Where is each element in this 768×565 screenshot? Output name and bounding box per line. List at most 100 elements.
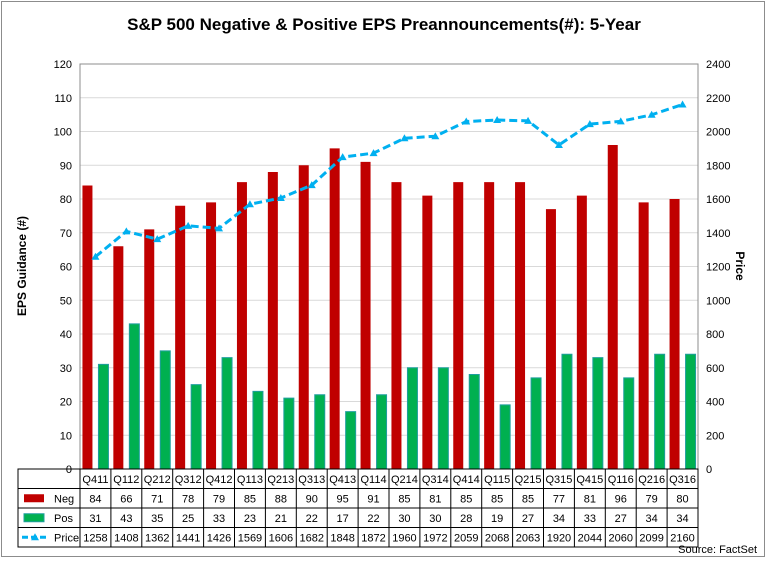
- x-tick-label: Q116: [608, 474, 634, 486]
- table-cell-value: 79: [646, 493, 658, 505]
- price-marker: [585, 120, 594, 128]
- table-cell-value: 1258: [83, 532, 107, 544]
- bar-neg: [515, 182, 526, 469]
- table-cell-value: 95: [337, 493, 349, 505]
- table-cell-value: 80: [676, 493, 688, 505]
- bar-neg: [453, 182, 464, 469]
- y-tick-label: 90: [60, 160, 72, 172]
- y-tick-label: 0: [66, 464, 72, 476]
- y-tick-label: 110: [54, 93, 72, 105]
- table-cell-value: 1972: [423, 532, 447, 544]
- table-cell-value: 66: [120, 493, 132, 505]
- price-marker: [524, 116, 533, 124]
- table-cell-value: 84: [89, 493, 101, 505]
- table-cell-value: 1872: [361, 532, 385, 544]
- y2-tick-label: 1800: [706, 160, 730, 172]
- table-cell-value: 2059: [454, 532, 478, 544]
- price-marker: [431, 132, 440, 140]
- table-cell-value: 2160: [670, 532, 694, 544]
- table-cell-value: 79: [213, 493, 225, 505]
- table-cell-value: 2060: [609, 532, 633, 544]
- bar-neg: [607, 145, 618, 469]
- price-marker: [462, 117, 471, 125]
- legend-key: [23, 513, 45, 523]
- x-tick-label: Q214: [391, 474, 418, 486]
- bar-neg: [82, 185, 93, 469]
- y-tick-label: 30: [60, 363, 72, 375]
- table-cell-value: 33: [213, 513, 225, 525]
- table-cell-value: 1848: [330, 532, 354, 544]
- bar-pos: [283, 397, 295, 470]
- y2-tick-label: 1600: [706, 194, 730, 206]
- table-cell-value: 33: [584, 513, 596, 525]
- bar-neg: [391, 182, 402, 469]
- bar-neg: [545, 209, 556, 469]
- bar-neg: [175, 205, 186, 469]
- table-cell-value: 30: [429, 513, 441, 525]
- y2-tick-label: 600: [706, 363, 724, 375]
- x-tick-label: Q316: [669, 474, 696, 486]
- bar-pos: [623, 377, 635, 470]
- price-marker: [338, 153, 347, 161]
- price-marker: [245, 200, 254, 208]
- bar-neg: [422, 195, 433, 469]
- price-marker: [369, 149, 378, 157]
- table-cell-value: 25: [182, 513, 194, 525]
- bar-pos: [499, 404, 511, 470]
- price-marker: [647, 110, 656, 118]
- bar-pos: [592, 357, 604, 470]
- price-marker: [307, 181, 316, 189]
- table-cell-value: 43: [120, 513, 132, 525]
- table-cell-value: 1682: [300, 532, 324, 544]
- bar-neg: [298, 165, 309, 469]
- table-cell-value: 23: [244, 513, 256, 525]
- table-cell-value: 85: [244, 493, 256, 505]
- table-cell-value: 27: [615, 513, 627, 525]
- table-cell-value: 1408: [114, 532, 138, 544]
- table-cell-value: 88: [275, 493, 287, 505]
- y-axis-label: EPS Guidance (#): [15, 216, 29, 316]
- legend-label: Price: [54, 532, 79, 544]
- price-marker: [122, 227, 131, 235]
- bar-pos: [345, 411, 357, 470]
- price-marker: [400, 134, 409, 142]
- y2-tick-label: 200: [706, 430, 724, 442]
- table-cell-value: 78: [182, 493, 194, 505]
- table-cell-value: 96: [615, 493, 627, 505]
- legend-label: Neg: [54, 493, 74, 505]
- price-marker: [215, 224, 224, 232]
- y2-tick-label: 2200: [706, 93, 730, 105]
- table-cell-value: 2044: [578, 532, 602, 544]
- table-cell-value: 21: [275, 513, 287, 525]
- bar-pos: [128, 323, 140, 470]
- bar-pos: [376, 394, 388, 470]
- table-cell-value: 1920: [547, 532, 571, 544]
- y-tick-label: 50: [60, 295, 72, 307]
- bar-neg: [360, 161, 371, 469]
- bar-pos: [468, 374, 480, 470]
- bar-pos: [654, 353, 666, 470]
- table-cell-value: 22: [306, 513, 318, 525]
- bar-neg: [576, 195, 587, 469]
- x-tick-label: Q114: [361, 474, 387, 486]
- y-tick-label: 70: [60, 228, 72, 240]
- bar-pos: [159, 350, 171, 470]
- bar-neg: [267, 172, 278, 469]
- y2-tick-label: 1000: [706, 295, 730, 307]
- price-line: [94, 103, 684, 258]
- table-cell-value: 85: [398, 493, 410, 505]
- bar-pos: [221, 357, 233, 470]
- table-cell-value: 2099: [639, 532, 663, 544]
- x-tick-label: Q312: [175, 474, 202, 486]
- x-tick-label: Q413: [329, 474, 356, 486]
- table-cell-value: 22: [367, 513, 379, 525]
- table-cell-value: 19: [491, 513, 503, 525]
- x-tick-label: Q215: [515, 474, 542, 486]
- bar-pos: [190, 384, 202, 470]
- x-tick-label: Q113: [237, 474, 263, 486]
- bar-pos: [406, 367, 418, 470]
- legend-label: Pos: [54, 513, 73, 525]
- x-tick-label: Q213: [267, 474, 294, 486]
- x-tick-label: Q412: [206, 474, 233, 486]
- bar-pos: [314, 394, 326, 470]
